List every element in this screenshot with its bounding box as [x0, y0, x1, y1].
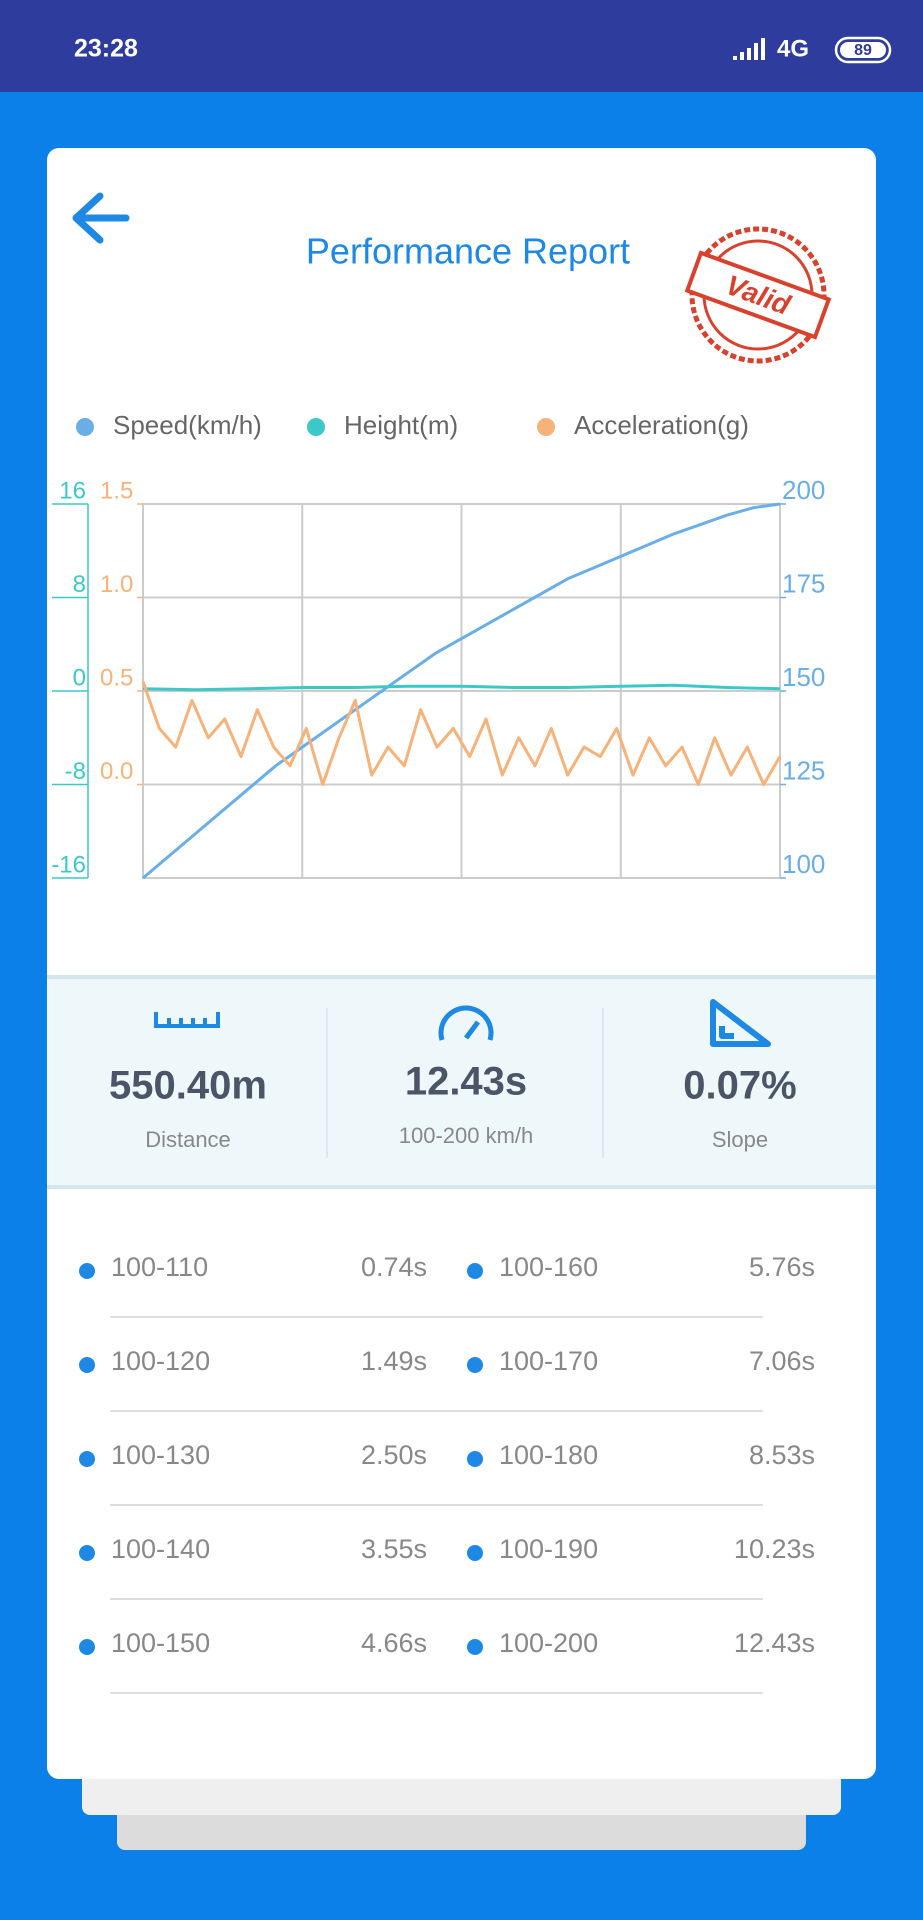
split-time: 2.50s: [361, 1440, 427, 1470]
split-range: 100-170: [499, 1346, 598, 1376]
y3-tick-label: 0.5: [100, 664, 133, 691]
series-line: [141, 681, 782, 786]
split-bullet: [79, 1545, 95, 1561]
y3-tick-label: 1.0: [100, 571, 133, 598]
y-tick-label: 16: [59, 477, 86, 504]
split-range: 100-180: [499, 1440, 598, 1470]
y-tick-label: 0: [73, 664, 86, 691]
y3-tick-label: 0.0: [100, 758, 133, 785]
split-time: 7.06s: [749, 1346, 815, 1376]
split-bullet: [467, 1263, 483, 1279]
split-bullet: [467, 1545, 483, 1561]
speed-icon: [438, 1005, 494, 1041]
status-bar: [0, 0, 923, 92]
split-range: 100-130: [111, 1440, 210, 1470]
stat-label: Slope: [712, 1127, 768, 1152]
legend-marker: [537, 418, 555, 436]
legend-label: Height(m): [344, 410, 458, 440]
stat-label: Distance: [145, 1127, 231, 1152]
y2-tick-label: 125: [782, 755, 825, 785]
battery-icon: [834, 36, 892, 64]
card: [47, 148, 876, 1779]
split-bullet: [79, 1639, 95, 1655]
split-bullet: [467, 1451, 483, 1467]
legend-marker: [307, 418, 325, 436]
series-line: [142, 502, 781, 880]
legend-marker: [76, 418, 94, 436]
y2-tick-label: 175: [782, 568, 825, 598]
y-tick-label: -16: [51, 851, 86, 878]
stat-label: 100-200 km/h: [399, 1123, 534, 1148]
split-range: 100-120: [111, 1346, 210, 1376]
split-range: 100-140: [111, 1534, 210, 1564]
split-time: 12.43s: [734, 1628, 815, 1658]
y2-tick-label: 100: [782, 849, 825, 879]
split-bullet: [79, 1451, 95, 1467]
y2-tick-label: 150: [782, 662, 825, 692]
split-range: 100-200: [499, 1628, 598, 1658]
slope-icon: [710, 999, 771, 1047]
signal-icon: [733, 38, 765, 60]
network-label: 4G: [777, 35, 809, 62]
stat-value: 550.40m: [109, 1064, 267, 1108]
y2-tick-label: 200: [782, 475, 825, 505]
split-range: 100-190: [499, 1534, 598, 1564]
page-title: Performance Report: [306, 231, 630, 272]
status-time: 23:28: [74, 35, 138, 63]
stat-value: 12.43s: [405, 1060, 527, 1104]
split-time: 4.66s: [361, 1628, 427, 1658]
series-line: [142, 683, 781, 692]
legend-label: Acceleration(g): [574, 410, 749, 440]
battery-level: 89: [854, 42, 872, 59]
split-time: 0.74s: [361, 1252, 427, 1282]
split-range: 100-160: [499, 1252, 598, 1282]
battery-fill: [840, 42, 886, 58]
y-tick-label: 8: [73, 571, 86, 598]
stat-value: 0.07%: [683, 1064, 796, 1108]
back-button[interactable]: [72, 192, 130, 244]
y3-tick-label: 1.5: [100, 477, 133, 504]
split-bullet: [79, 1357, 95, 1373]
split-bullet: [79, 1263, 95, 1279]
legend-label: Speed(km/h): [113, 410, 262, 440]
split-bullet: [467, 1639, 483, 1655]
y-tick-label: -8: [65, 758, 86, 785]
split-time: 3.55s: [361, 1534, 427, 1564]
split-time: 5.76s: [749, 1252, 815, 1282]
distance-icon: [154, 1012, 220, 1028]
split-bullet: [467, 1357, 483, 1373]
split-time: 1.49s: [361, 1346, 427, 1376]
split-time: 8.53s: [749, 1440, 815, 1470]
split-range: 100-150: [111, 1628, 210, 1658]
split-range: 100-110: [111, 1252, 208, 1282]
split-time: 10.23s: [734, 1534, 815, 1564]
